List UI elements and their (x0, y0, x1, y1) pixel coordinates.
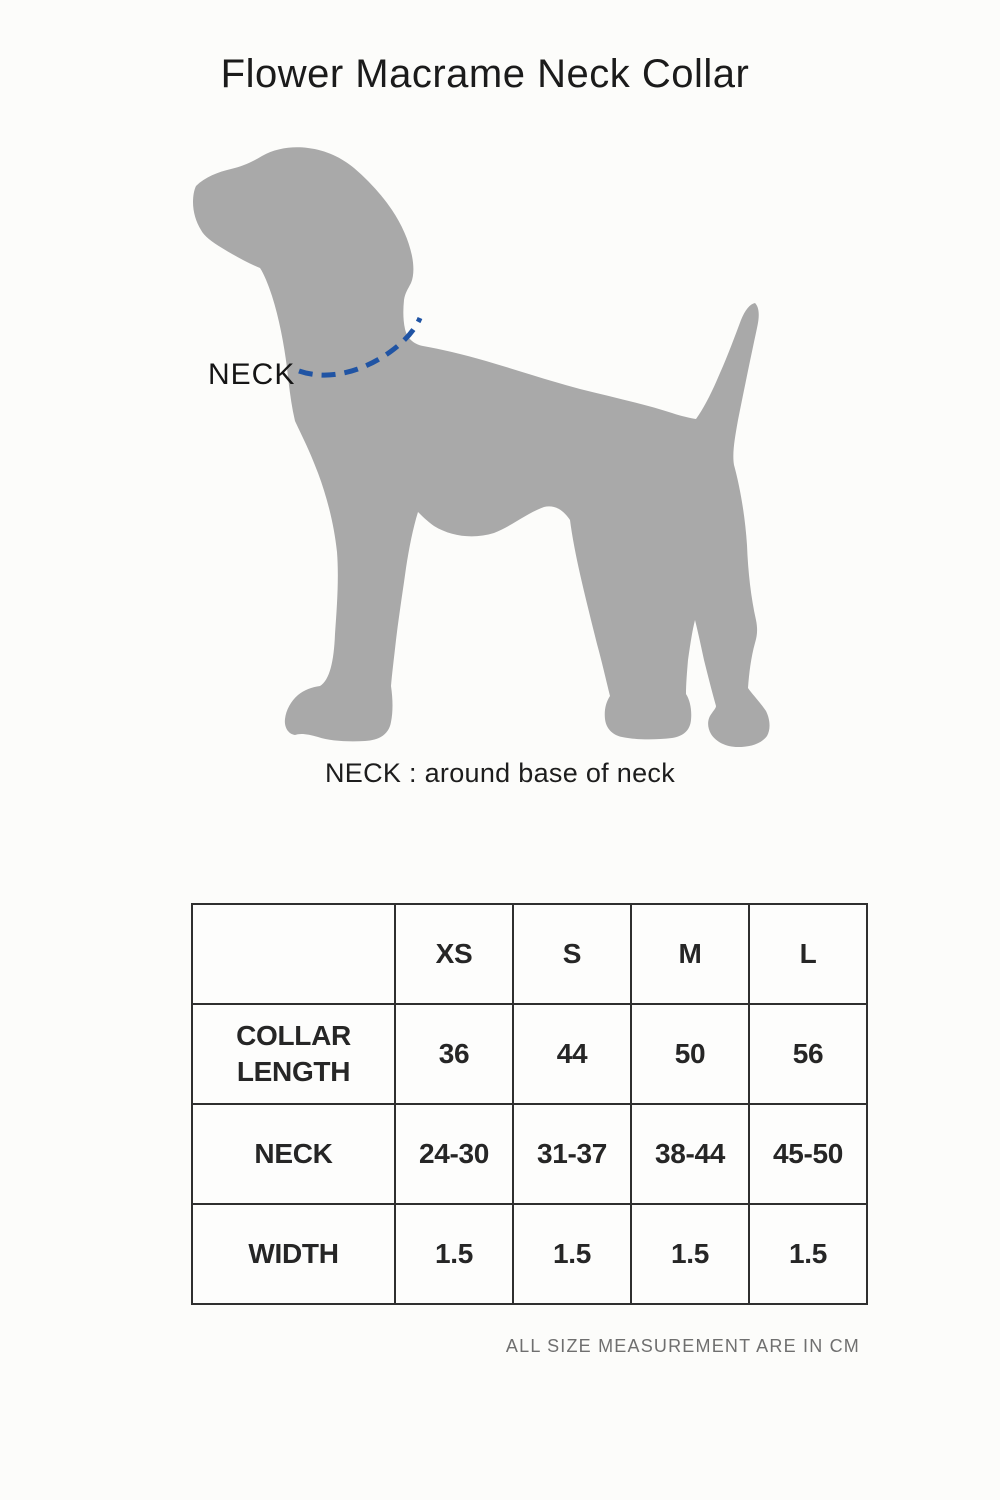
size-table-corner-cell (191, 903, 396, 1005)
row-label-collar-length: COLLAR LENGTH (191, 1003, 396, 1105)
table-row-neck: NECK 24-30 31-37 38-44 45-50 (191, 1103, 868, 1205)
size-table-header-xs: XS (394, 903, 514, 1005)
page-title: Flower Macrame Neck Collar (220, 52, 750, 96)
cell-neck-s: 31-37 (512, 1103, 632, 1205)
cell-width-xs: 1.5 (394, 1203, 514, 1305)
neck-pointer-label: NECK (208, 358, 296, 391)
row-label-width: WIDTH (191, 1203, 396, 1305)
size-table-header-s: S (512, 903, 632, 1005)
size-table-header-m: M (630, 903, 750, 1005)
cell-collar-length-m: 50 (630, 1003, 750, 1105)
cell-collar-length-xs: 36 (394, 1003, 514, 1105)
cell-neck-l: 45-50 (748, 1103, 868, 1205)
cell-neck-xs: 24-30 (394, 1103, 514, 1205)
cell-neck-m: 38-44 (630, 1103, 750, 1205)
table-row-collar-length: COLLAR LENGTH 36 44 50 56 (191, 1003, 868, 1105)
cell-collar-length-s: 44 (512, 1003, 632, 1105)
diagram-caption: NECK : around base of neck (325, 758, 675, 788)
cell-collar-length-l: 56 (748, 1003, 868, 1105)
dog-silhouette-path (193, 147, 770, 748)
size-table: XS S M L COLLAR LENGTH 36 44 50 56 NECK … (191, 903, 868, 1305)
size-table-header-row: XS S M L (191, 903, 868, 1005)
dog-silhouette (193, 147, 770, 748)
cell-width-l: 1.5 (748, 1203, 868, 1305)
cell-width-m: 1.5 (630, 1203, 750, 1305)
table-row-width: WIDTH 1.5 1.5 1.5 1.5 (191, 1203, 868, 1305)
footer-note: ALL SIZE MEASUREMENT ARE IN CM (505, 1336, 860, 1356)
cell-width-s: 1.5 (512, 1203, 632, 1305)
row-label-neck: NECK (191, 1103, 396, 1205)
size-table-header-l: L (748, 903, 868, 1005)
collar-measure-line (298, 316, 423, 378)
